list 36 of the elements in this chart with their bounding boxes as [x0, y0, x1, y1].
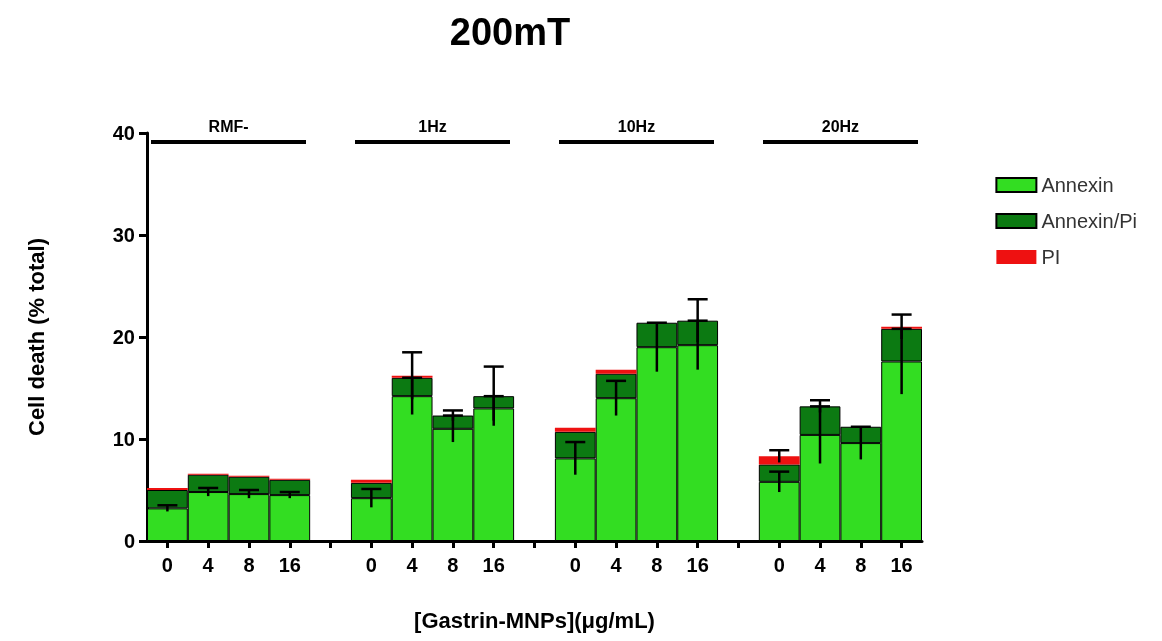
- annotation: 20Hz: [820, 118, 861, 136]
- annotation: 10Hz: [616, 118, 657, 136]
- bar: [595, 369, 637, 374]
- x-tick-label: 16: [686, 554, 709, 576]
- annotation: RMF-: [207, 118, 250, 136]
- x-tick-label: 4: [406, 554, 419, 576]
- y-tick-label: 10: [112, 428, 135, 450]
- annotation: 1Hz: [417, 118, 448, 136]
- y-tick-label: 40: [112, 122, 135, 144]
- x-tick-label: 8: [855, 554, 867, 576]
- x-tick-label: 0: [569, 554, 581, 576]
- y-tick-label: 20: [112, 326, 135, 348]
- x-tick-label: 4: [610, 554, 623, 576]
- y-tick-label: 30: [112, 224, 135, 246]
- x-tick-label: 16: [890, 554, 913, 576]
- x-tick-label: 0: [365, 554, 377, 576]
- x-tick-label: 0: [773, 554, 785, 576]
- y-axis-title: Cell death (% total): [23, 237, 49, 437]
- x-tick-label: 8: [447, 554, 459, 576]
- x-tick-label: 0: [161, 554, 173, 576]
- bar: [554, 427, 596, 432]
- bar: [758, 456, 800, 465]
- x-tick-label: 16: [482, 554, 505, 576]
- y-tick-label: 0: [123, 530, 135, 552]
- x-axis-title: [Gastrin-MNPs](μg/mL): [414, 607, 655, 633]
- legend-label: PI: [1041, 246, 1061, 268]
- x-tick-label: 4: [814, 554, 827, 576]
- chart-title: 200mT: [449, 11, 571, 53]
- x-tick-label: 4: [202, 554, 215, 576]
- legend-label: Annexin: [1041, 174, 1114, 196]
- bar: [147, 487, 188, 490]
- x-tick-label: 8: [651, 554, 663, 576]
- legend-label: Annexin/Pi: [1041, 210, 1138, 232]
- bar: [350, 479, 392, 483]
- x-tick-label: 16: [278, 554, 301, 576]
- x-tick-label: 8: [243, 554, 255, 576]
